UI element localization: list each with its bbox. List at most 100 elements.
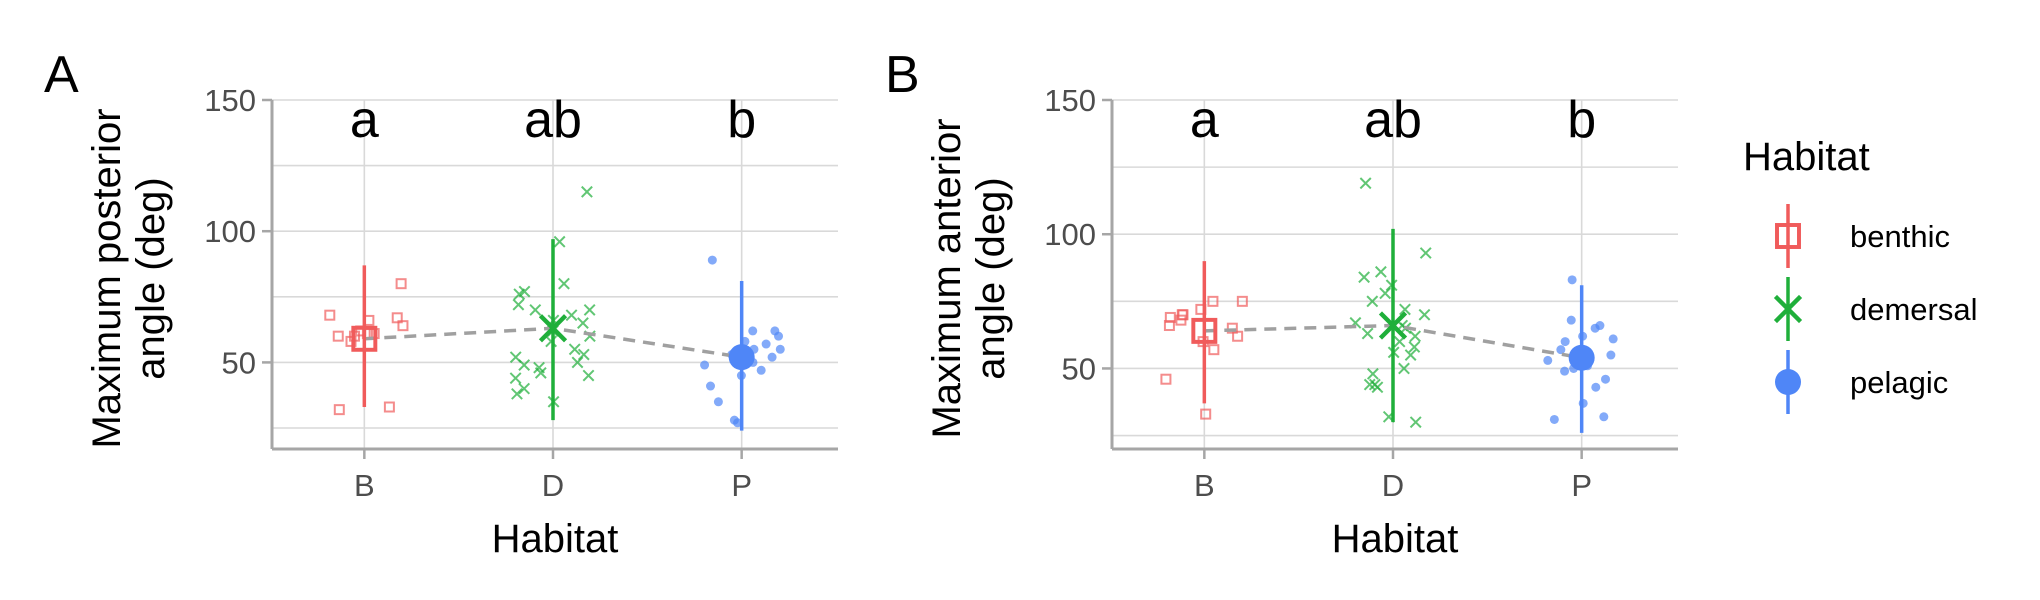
significance-letter: a — [1190, 91, 1219, 149]
data-point — [518, 285, 531, 298]
data-point — [383, 401, 395, 413]
data-point — [1556, 345, 1566, 355]
data-point — [1207, 295, 1219, 307]
significance-letter: b — [727, 91, 756, 149]
data-point — [1409, 416, 1422, 429]
y-axis-title-line: Maximum anterior — [925, 118, 969, 438]
x-tick-label: P — [1571, 468, 1592, 503]
data-point — [733, 418, 743, 428]
x-axis-title: Habitat — [492, 517, 619, 561]
data-point — [761, 339, 771, 349]
raw-points — [1160, 177, 1618, 429]
legend-key-marker — [1773, 294, 1803, 324]
data-point — [333, 404, 345, 416]
legend-item-benthic: benthic — [1775, 204, 1950, 268]
panel-tag: A — [44, 46, 79, 104]
y-axis-title-line: Maximum posterior — [85, 108, 129, 448]
data-point — [1543, 355, 1553, 365]
data-point — [748, 326, 758, 336]
legend-key-marker — [1775, 223, 1801, 249]
data-point — [518, 382, 531, 395]
data-point — [775, 344, 785, 354]
x-tick-label: D — [1382, 468, 1404, 503]
data-point — [1560, 337, 1570, 347]
data-point — [511, 387, 523, 400]
data-point — [767, 352, 777, 362]
data-point — [1358, 271, 1371, 284]
data-point — [1361, 327, 1374, 340]
data-point — [1398, 362, 1410, 375]
data-point — [1566, 315, 1576, 325]
data-point — [1399, 303, 1411, 316]
data-point — [1366, 367, 1379, 380]
data-point — [332, 330, 344, 342]
data-point — [558, 277, 570, 290]
mean-marker — [1568, 344, 1595, 371]
data-point — [756, 365, 766, 375]
data-point — [582, 369, 595, 382]
data-point — [324, 309, 336, 321]
data-point — [1591, 382, 1601, 392]
data-point — [1549, 414, 1559, 424]
grid — [1112, 99, 1678, 449]
legend-item-demersal: demersal — [1773, 277, 1978, 341]
y-tick-label: 150 — [204, 83, 256, 118]
data-point — [1163, 320, 1175, 332]
data-point — [568, 343, 581, 356]
legend-label: benthic — [1850, 219, 1950, 254]
data-point — [577, 348, 590, 361]
data-point — [1404, 349, 1417, 361]
significance-letter: a — [350, 91, 379, 149]
data-point — [1608, 334, 1618, 344]
data-point — [509, 372, 522, 385]
data-point — [1208, 344, 1220, 356]
y-axis-title-line: angle (deg) — [969, 177, 1013, 379]
mean-marker — [538, 314, 568, 343]
data-point — [529, 304, 542, 316]
legend-title: Habitat — [1743, 135, 1870, 179]
x-tick-label: P — [731, 468, 752, 503]
data-point — [1408, 341, 1421, 353]
data-point — [565, 309, 578, 322]
x-axis-title: Habitat — [1332, 517, 1459, 561]
data-point — [1359, 177, 1372, 190]
data-point — [513, 288, 526, 301]
legend-label: demersal — [1850, 292, 1978, 327]
data-point — [1177, 309, 1189, 321]
data-point — [1160, 373, 1172, 385]
mean-marker — [728, 344, 755, 371]
data-point — [700, 360, 710, 370]
legend-label: pelagic — [1850, 365, 1948, 400]
panel-a: 50 100 150 B D P Habitat Maximum posteriorangle… — [44, 46, 838, 561]
significance-letter: ab — [524, 91, 582, 149]
legend-items: benthic demersal pelagic — [1773, 204, 1978, 414]
legend-key-marker — [1775, 369, 1801, 395]
data-point — [713, 397, 723, 407]
data-point — [770, 326, 780, 336]
data-point — [1232, 330, 1244, 342]
legend: Habitat benthic demersal pelagic — [1743, 135, 1978, 414]
y-axis-title: Maximum anteriorangle (deg) — [925, 118, 1013, 438]
data-point — [1601, 374, 1611, 384]
data-point — [395, 278, 407, 290]
data-point — [1590, 323, 1600, 333]
data-point — [1200, 408, 1212, 420]
mean-marker — [1191, 317, 1218, 344]
y-tick-label: 50 — [1062, 351, 1096, 386]
data-point — [707, 255, 717, 265]
raw-points — [324, 185, 785, 428]
data-point — [1393, 335, 1406, 348]
x-tick-label: D — [542, 468, 564, 503]
y-tick-label: 100 — [1044, 217, 1096, 252]
data-point — [391, 312, 403, 324]
data-point — [1368, 378, 1381, 391]
x-tick-label: B — [354, 468, 375, 503]
panel-b: 50 100 150 B D P Habitat Maximum anteriorangle … — [885, 46, 1678, 561]
data-point — [1419, 247, 1432, 259]
data-point — [512, 298, 525, 311]
mean-marker — [351, 325, 378, 352]
data-point — [518, 359, 531, 371]
legend-item-pelagic: pelagic — [1775, 350, 1948, 414]
data-point — [1606, 350, 1616, 360]
